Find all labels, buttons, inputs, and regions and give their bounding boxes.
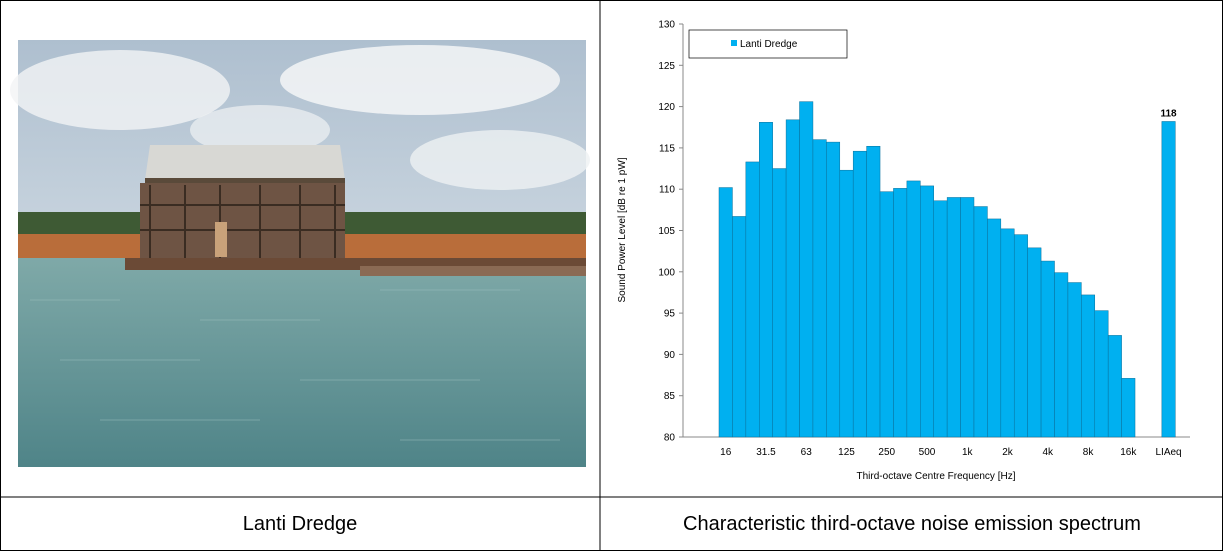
bar — [718, 187, 733, 438]
y-tick-label: 120 — [658, 102, 675, 113]
bar — [1000, 228, 1015, 438]
bar — [1013, 234, 1028, 438]
bar — [1094, 310, 1109, 438]
legend-swatch — [731, 40, 737, 46]
bar — [852, 150, 867, 438]
bar — [866, 145, 881, 438]
bar — [906, 180, 921, 438]
bar — [759, 122, 773, 438]
bar — [1067, 282, 1082, 438]
y-tick-label: 100 — [658, 267, 675, 278]
y-axis-label: Sound Power Level [dB re 1 pW] — [617, 157, 628, 302]
y-tick-label: 80 — [664, 433, 676, 444]
bar — [960, 197, 975, 438]
bar — [812, 139, 827, 438]
x-tick-label: 16 — [720, 447, 732, 458]
caption: Lanti Dredge — [242, 513, 358, 535]
bar — [785, 119, 800, 438]
x-tick-label: 16k — [1120, 447, 1137, 458]
bar — [826, 141, 841, 438]
x-tick-label: 1k — [962, 447, 974, 458]
legend-label: Lanti Dredge — [740, 39, 798, 50]
x-tick-label: LIAeq — [1155, 447, 1181, 458]
bar — [893, 188, 908, 438]
caption: Characteristic third-octave noise emissi… — [683, 513, 1141, 535]
photo — [10, 40, 590, 467]
y-tick-label: 110 — [659, 185, 675, 196]
bar — [839, 169, 854, 438]
value-label: 118 — [1160, 108, 1177, 119]
bar — [1107, 335, 1122, 438]
bar — [1121, 378, 1136, 438]
bar — [1161, 121, 1176, 438]
bar — [879, 191, 894, 438]
x-tick-label: 8k — [1083, 447, 1095, 458]
y-tick-label: 95 — [664, 309, 676, 320]
x-tick-label: 63 — [801, 447, 813, 458]
bar — [1081, 294, 1096, 438]
bar — [973, 206, 988, 438]
bar — [772, 168, 787, 438]
bar — [987, 218, 1002, 438]
x-tick-label: 31.5 — [756, 447, 776, 458]
x-tick-label: 4k — [1043, 447, 1055, 458]
bar — [799, 101, 814, 438]
x-tick-label: 125 — [838, 447, 855, 458]
bar — [920, 185, 934, 438]
y-tick-label: 130 — [658, 20, 675, 31]
x-axis-label: Third-octave Centre Frequency [Hz] — [857, 471, 1016, 482]
bar — [745, 161, 760, 438]
x-tick-label: 250 — [878, 447, 895, 458]
x-tick-label: 500 — [919, 447, 936, 458]
bar — [933, 200, 948, 438]
bar — [1040, 260, 1055, 438]
y-tick-label: 90 — [664, 350, 676, 361]
y-tick-label: 125 — [658, 61, 675, 72]
x-tick-label: 2k — [1002, 447, 1014, 458]
y-tick-label: 85 — [664, 391, 676, 402]
bar — [1027, 247, 1042, 438]
bar — [732, 216, 747, 438]
legend-box — [688, 29, 848, 59]
bar — [946, 197, 961, 438]
y-tick-label: 105 — [658, 226, 675, 237]
y-tick-label: 115 — [659, 143, 675, 154]
chart: Sound Power Level [dB re 1 pW] Third-oct… — [617, 20, 1190, 482]
bar — [1054, 272, 1069, 438]
